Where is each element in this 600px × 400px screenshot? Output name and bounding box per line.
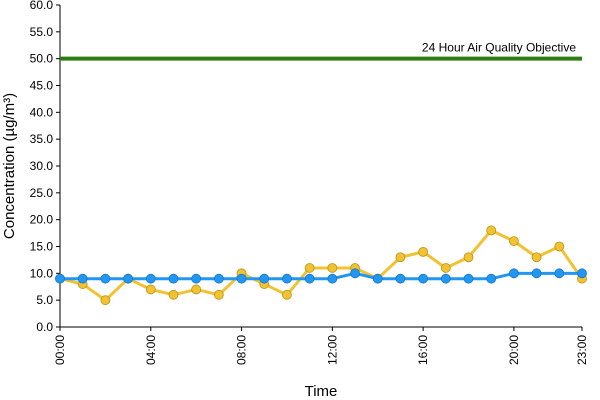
series-2-point [259,273,270,284]
series-1-point [100,295,111,306]
series-2-point [577,268,587,279]
y-tick-label: 10.0 [30,266,54,280]
x-tick-label: 00:00 [53,335,67,365]
series-2-point [213,273,224,284]
series-1-point [418,246,429,257]
series-2-point [282,273,292,284]
series-2-point [372,273,383,284]
series-2-point [327,273,338,284]
y-tick-label: 35.0 [30,132,54,146]
series-2-point [418,273,429,284]
series-2-point [191,273,202,284]
series-1-point [509,236,519,247]
y-axis-ticks: 0.0 5.0 10.0 15.0 20.0 25.0 30.0 35.0 40.0 45.0 50… [30,0,60,334]
series-2-point [509,268,519,279]
y-tick-label: 15.0 [30,240,54,254]
series-layer [55,225,587,306]
air-quality-objective-label: 24 Hour Air Quality Objective [422,41,576,55]
series-2-point [350,268,360,279]
series-2-point [100,273,111,284]
x-tick-label: 23:00 [575,335,589,365]
series-2-point [55,273,65,284]
y-tick-label: 55.0 [30,25,54,39]
series-1-point [213,289,224,300]
x-tick-label: 08:00 [235,335,249,365]
series-1-point [191,284,202,295]
y-tick-label: 0.0 [36,320,53,334]
x-tick-label: 12:00 [325,335,339,365]
series-1-point [168,289,179,300]
y-tick-label: 50.0 [30,52,54,66]
y-tick-label: 25.0 [30,186,54,200]
series-2-point [531,268,542,279]
series-1-point [327,263,338,273]
y-tick-label: 45.0 [30,79,54,93]
series-1-point [395,252,406,263]
series-2-line [60,271,582,281]
series-2-point [123,273,133,284]
series-2-point [77,273,88,284]
series-1-point [440,263,451,273]
y-tick-label: 40.0 [30,105,54,119]
x-tick-label: 20:00 [507,335,521,365]
series-2 [55,268,587,284]
series-1-point [282,289,292,300]
series-2-point [486,273,497,284]
series-2-point [554,268,565,279]
series-2-point [440,273,451,284]
series-1-point [554,241,565,252]
y-tick-label: 60.0 [30,0,54,12]
series-2-point [395,273,406,284]
y-tick-label: 5.0 [36,293,53,307]
series-1-point [145,284,156,295]
series-2-point [463,273,474,284]
series-1-point [463,252,474,263]
y-axis-title: Concentration (µg/m³) [1,93,18,239]
series-2-point [236,273,247,284]
y-tick-label: 20.0 [30,213,54,227]
x-axis-title: Time [305,383,338,400]
series-2-point [145,273,156,284]
series-2-point [304,273,315,284]
series-1-line [59,228,584,302]
series-2-point [168,273,179,284]
series-1-point [304,263,315,273]
series-1 [55,225,587,306]
x-tick-label: 04:00 [144,335,158,365]
x-axis-ticks: 00:00 04:00 08:00 12:00 16:00 20:00 23:00 [53,327,589,365]
series-1-point [531,252,542,263]
y-tick-label: 30.0 [30,159,54,173]
series-1-point [486,225,497,236]
x-tick-label: 16:00 [416,335,430,365]
